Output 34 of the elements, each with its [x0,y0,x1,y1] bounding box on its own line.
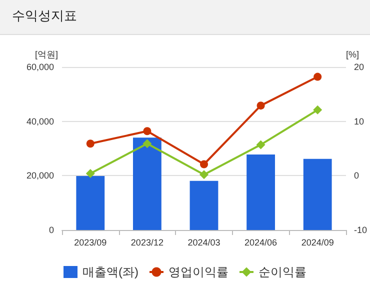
point [256,102,265,110]
point [143,127,152,136]
point [142,139,152,148]
y-tick-label: 20,000 [26,170,54,181]
legend-label: 매출액(좌) [82,265,139,279]
y2-tick-label: 0 [354,170,360,181]
x-tick-label: 2024/09 [301,238,334,248]
legend-label: 영업이익률 [168,265,228,279]
y-tick-label: 0 [48,225,54,235]
point [256,140,266,150]
y2-tick-label: 10 [354,116,364,126]
y-tick-label: 60,000 [26,62,54,72]
bar [133,138,162,230]
y2-tick-label: -10 [354,225,368,235]
bar [190,180,218,230]
point [86,168,95,178]
x-tick-label: 2024/06 [244,238,278,248]
bar [246,154,275,230]
point [200,160,208,168]
x-tick-label: 2023/09 [74,238,107,248]
chart-title: 수익성지표 [0,0,370,35]
point [313,105,322,114]
y-tick-label: 40,000 [26,116,54,126]
y2-axis-title: [%] [346,50,360,60]
y2-tick-label: 20 [354,62,364,72]
point [86,140,94,148]
x-tick-label: 2023/12 [130,238,164,248]
bar [76,176,105,230]
y-axis-title: [억원] [34,50,58,60]
point [314,72,322,81]
bar [303,158,332,230]
point [199,170,208,180]
x-tick-label: 2024/03 [188,238,220,248]
legend-label: 순이익률 [258,265,306,279]
